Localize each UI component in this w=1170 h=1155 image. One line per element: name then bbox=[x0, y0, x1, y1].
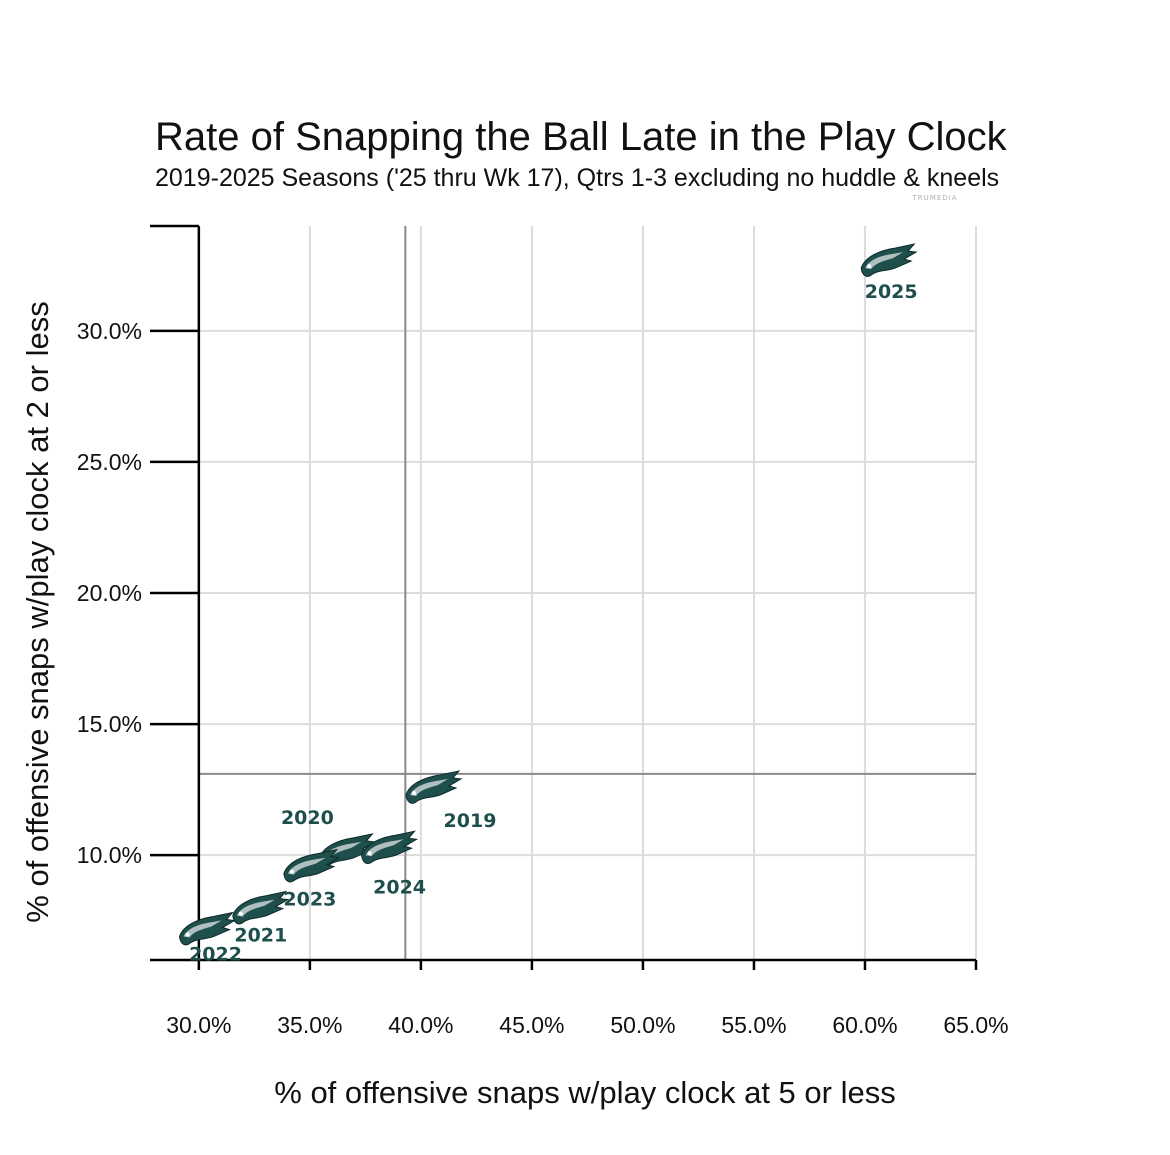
point-label: 2019 bbox=[444, 810, 497, 832]
eagle-eye bbox=[411, 790, 416, 795]
chart-title: Rate of Snapping the Ball Late in the Pl… bbox=[155, 115, 1008, 159]
y-tick-label: 20.0% bbox=[77, 580, 142, 606]
eagle-highlight bbox=[409, 778, 448, 796]
eagle-body bbox=[283, 848, 341, 883]
x-tick-label: 55.0% bbox=[721, 1012, 786, 1038]
eagle-eye bbox=[185, 932, 190, 937]
x-tick-label: 60.0% bbox=[832, 1012, 897, 1038]
eagle-eye bbox=[238, 911, 243, 916]
eagle-highlight bbox=[183, 920, 222, 938]
point-label: 2023 bbox=[283, 889, 336, 911]
x-tick-label: 45.0% bbox=[499, 1012, 564, 1038]
y-axis-label: % of offensive snaps w/play clock at 2 o… bbox=[20, 301, 55, 922]
x-tick-label: 35.0% bbox=[277, 1012, 342, 1038]
eagle-logo-icon bbox=[405, 770, 463, 804]
point-label: 2022 bbox=[189, 944, 242, 966]
point-label: 2024 bbox=[373, 876, 426, 898]
eagle-highlight bbox=[236, 899, 275, 917]
eagle-body bbox=[405, 770, 463, 804]
eagle-eye bbox=[867, 264, 872, 269]
eagle-logo-icon bbox=[179, 911, 237, 946]
y-tick-label: 25.0% bbox=[77, 449, 142, 475]
point-label: 2025 bbox=[865, 281, 918, 303]
eagle-body bbox=[860, 243, 918, 277]
x-tick-label: 40.0% bbox=[388, 1012, 453, 1038]
x-tick-label: 65.0% bbox=[943, 1012, 1008, 1038]
gridlines bbox=[150, 226, 977, 960]
eagle-highlight bbox=[287, 857, 326, 875]
eagle-body bbox=[179, 911, 237, 946]
eagle-highlight bbox=[865, 252, 904, 270]
eagle-logo-icon bbox=[361, 830, 419, 865]
tick-labels: 30.0% 35.0% 40.0% 45.0% 50.0% 55.0% 60.0% 65.0%… bbox=[77, 318, 1009, 1038]
y-tick-label: 10.0% bbox=[77, 842, 142, 868]
eagle-body bbox=[361, 830, 419, 865]
eagle-highlight bbox=[365, 839, 404, 857]
x-tick-label: 50.0% bbox=[610, 1012, 675, 1038]
chart-subtitle: 2019-2025 Seasons ('25 thru Wk 17), Qtrs… bbox=[155, 164, 999, 192]
point-label: 2020 bbox=[281, 807, 334, 829]
eagle-body bbox=[232, 890, 290, 925]
point-label: 2021 bbox=[234, 925, 287, 947]
axes bbox=[150, 224, 978, 970]
y-tick-label: 15.0% bbox=[77, 711, 142, 737]
eagle-logo-icon bbox=[232, 890, 290, 925]
eagle-eye bbox=[367, 851, 372, 856]
eagle-logo-icon bbox=[283, 848, 341, 883]
y-tick-label: 30.0% bbox=[77, 318, 142, 344]
eagle-eye bbox=[289, 869, 294, 874]
watermark: TRUMEDIA bbox=[912, 194, 958, 202]
x-tick-label: 30.0% bbox=[166, 1012, 231, 1038]
x-axis-label: % of offensive snaps w/play clock at 5 o… bbox=[274, 1075, 895, 1110]
eagle-logo-icon bbox=[860, 243, 918, 277]
